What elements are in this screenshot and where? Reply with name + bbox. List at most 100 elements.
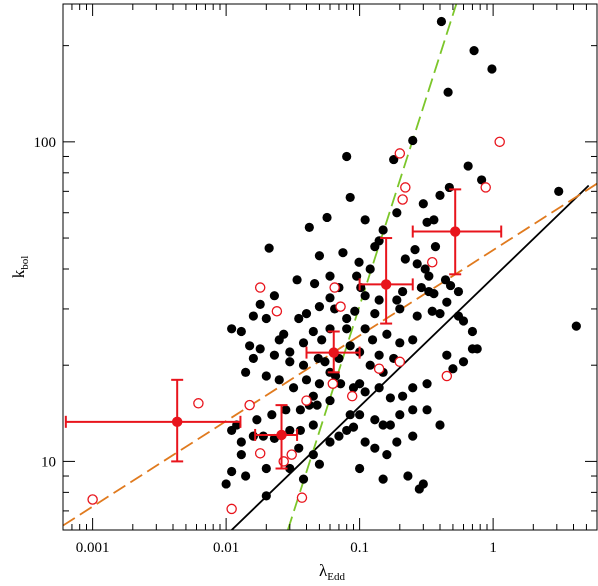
filled-point [267, 410, 277, 420]
filled-point [345, 192, 355, 203]
filled-point [424, 271, 434, 281]
filled-point [342, 313, 352, 324]
filled-point [245, 341, 255, 351]
filled-point [416, 282, 426, 293]
filled-point [294, 313, 304, 324]
filled-point [430, 242, 441, 252]
x-axis-title-sub: Edd [327, 571, 345, 583]
open-point [346, 390, 358, 402]
filled-point [571, 321, 581, 331]
open-points [87, 136, 505, 515]
filled-point [395, 410, 405, 420]
filled-point [342, 324, 352, 334]
filled-point [382, 450, 392, 460]
filled-point [392, 437, 402, 447]
filled-point [241, 367, 251, 377]
filled-point [408, 405, 418, 415]
filled-point [370, 309, 380, 319]
filled-point [365, 360, 375, 370]
plot-frame [62, 3, 598, 531]
y-tick-label: 10 [41, 454, 56, 470]
open-point [193, 398, 204, 409]
filled-point [408, 431, 418, 441]
filled-point [292, 275, 302, 285]
filled-point [255, 344, 265, 354]
filled-point [463, 161, 473, 171]
filled-point [261, 463, 271, 474]
open-point [278, 456, 289, 467]
filled-point [325, 395, 335, 406]
filled-point [458, 357, 469, 367]
filled-point [354, 257, 364, 267]
open-point [87, 494, 98, 505]
filled-point [360, 215, 370, 225]
filled-point [360, 387, 370, 397]
filled-point [385, 420, 395, 430]
x-axis-title-main: λ [319, 561, 328, 580]
filled-point [448, 364, 458, 374]
filled-point [236, 450, 246, 460]
filled-point [469, 45, 479, 56]
filled-point [370, 443, 380, 453]
bin-point [328, 347, 339, 358]
open-point [400, 182, 411, 193]
open-point [329, 282, 340, 293]
open-point [394, 356, 406, 368]
filled-point [308, 450, 318, 460]
filled-point [308, 326, 318, 337]
filled-point [261, 371, 271, 381]
filled-point [360, 437, 370, 447]
filled-point [389, 154, 399, 165]
bin-point [171, 416, 183, 428]
filled-point [345, 341, 355, 351]
filled-point [355, 463, 365, 474]
open-point [394, 148, 406, 159]
filled-point [367, 335, 378, 345]
filled-point [241, 471, 251, 481]
x-tick-label: 0.01 [213, 540, 239, 556]
filled-point [453, 286, 464, 297]
open-point [494, 136, 505, 148]
filled-point [395, 304, 405, 314]
filled-point [408, 135, 418, 146]
filled-point [467, 344, 478, 354]
y-axis-title: kbol [9, 256, 31, 279]
filled-point [370, 415, 380, 425]
filled-point [227, 466, 237, 477]
filled-point [281, 405, 291, 415]
filled-point [410, 245, 420, 255]
filled-point [408, 335, 418, 345]
filled-point [298, 474, 309, 484]
filled-point [314, 459, 325, 469]
filled-point [269, 291, 280, 301]
open-point [254, 282, 266, 293]
filled-point [248, 353, 258, 364]
open-point [301, 395, 312, 406]
filled-point [374, 350, 384, 360]
filled-point [313, 353, 323, 364]
filled-point [248, 431, 258, 441]
filled-point [348, 422, 359, 432]
filled-point [288, 383, 299, 393]
filled-point [444, 182, 454, 193]
open-point [244, 399, 255, 411]
filled-point [360, 324, 370, 334]
filled-point [345, 410, 355, 420]
open-point [480, 182, 491, 193]
bin-point [450, 226, 461, 237]
filled-point [418, 199, 428, 209]
filled-point [435, 190, 445, 200]
filled-point [258, 431, 268, 441]
filled-point [285, 463, 295, 474]
filled-point [374, 383, 384, 393]
open-point [397, 194, 408, 205]
filled-point [274, 335, 284, 345]
filled-point [312, 400, 322, 410]
y-tick-label: 100 [34, 135, 57, 151]
filled-point [442, 297, 452, 307]
filled-point [252, 415, 262, 425]
filled-point [308, 420, 318, 430]
filled-point [382, 329, 392, 339]
fit-line-orange [63, 182, 597, 527]
filled-point [412, 259, 422, 269]
